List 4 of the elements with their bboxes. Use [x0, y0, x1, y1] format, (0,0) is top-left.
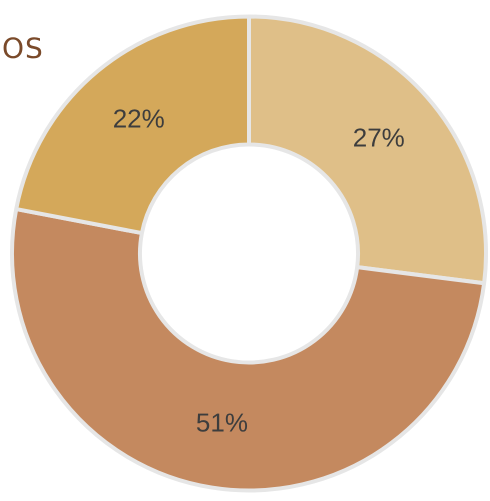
text: OS [2, 32, 44, 65]
data-label: 27% [352, 122, 405, 152]
data-label: 51% [196, 408, 248, 438]
data-label: 22% [112, 103, 165, 134]
